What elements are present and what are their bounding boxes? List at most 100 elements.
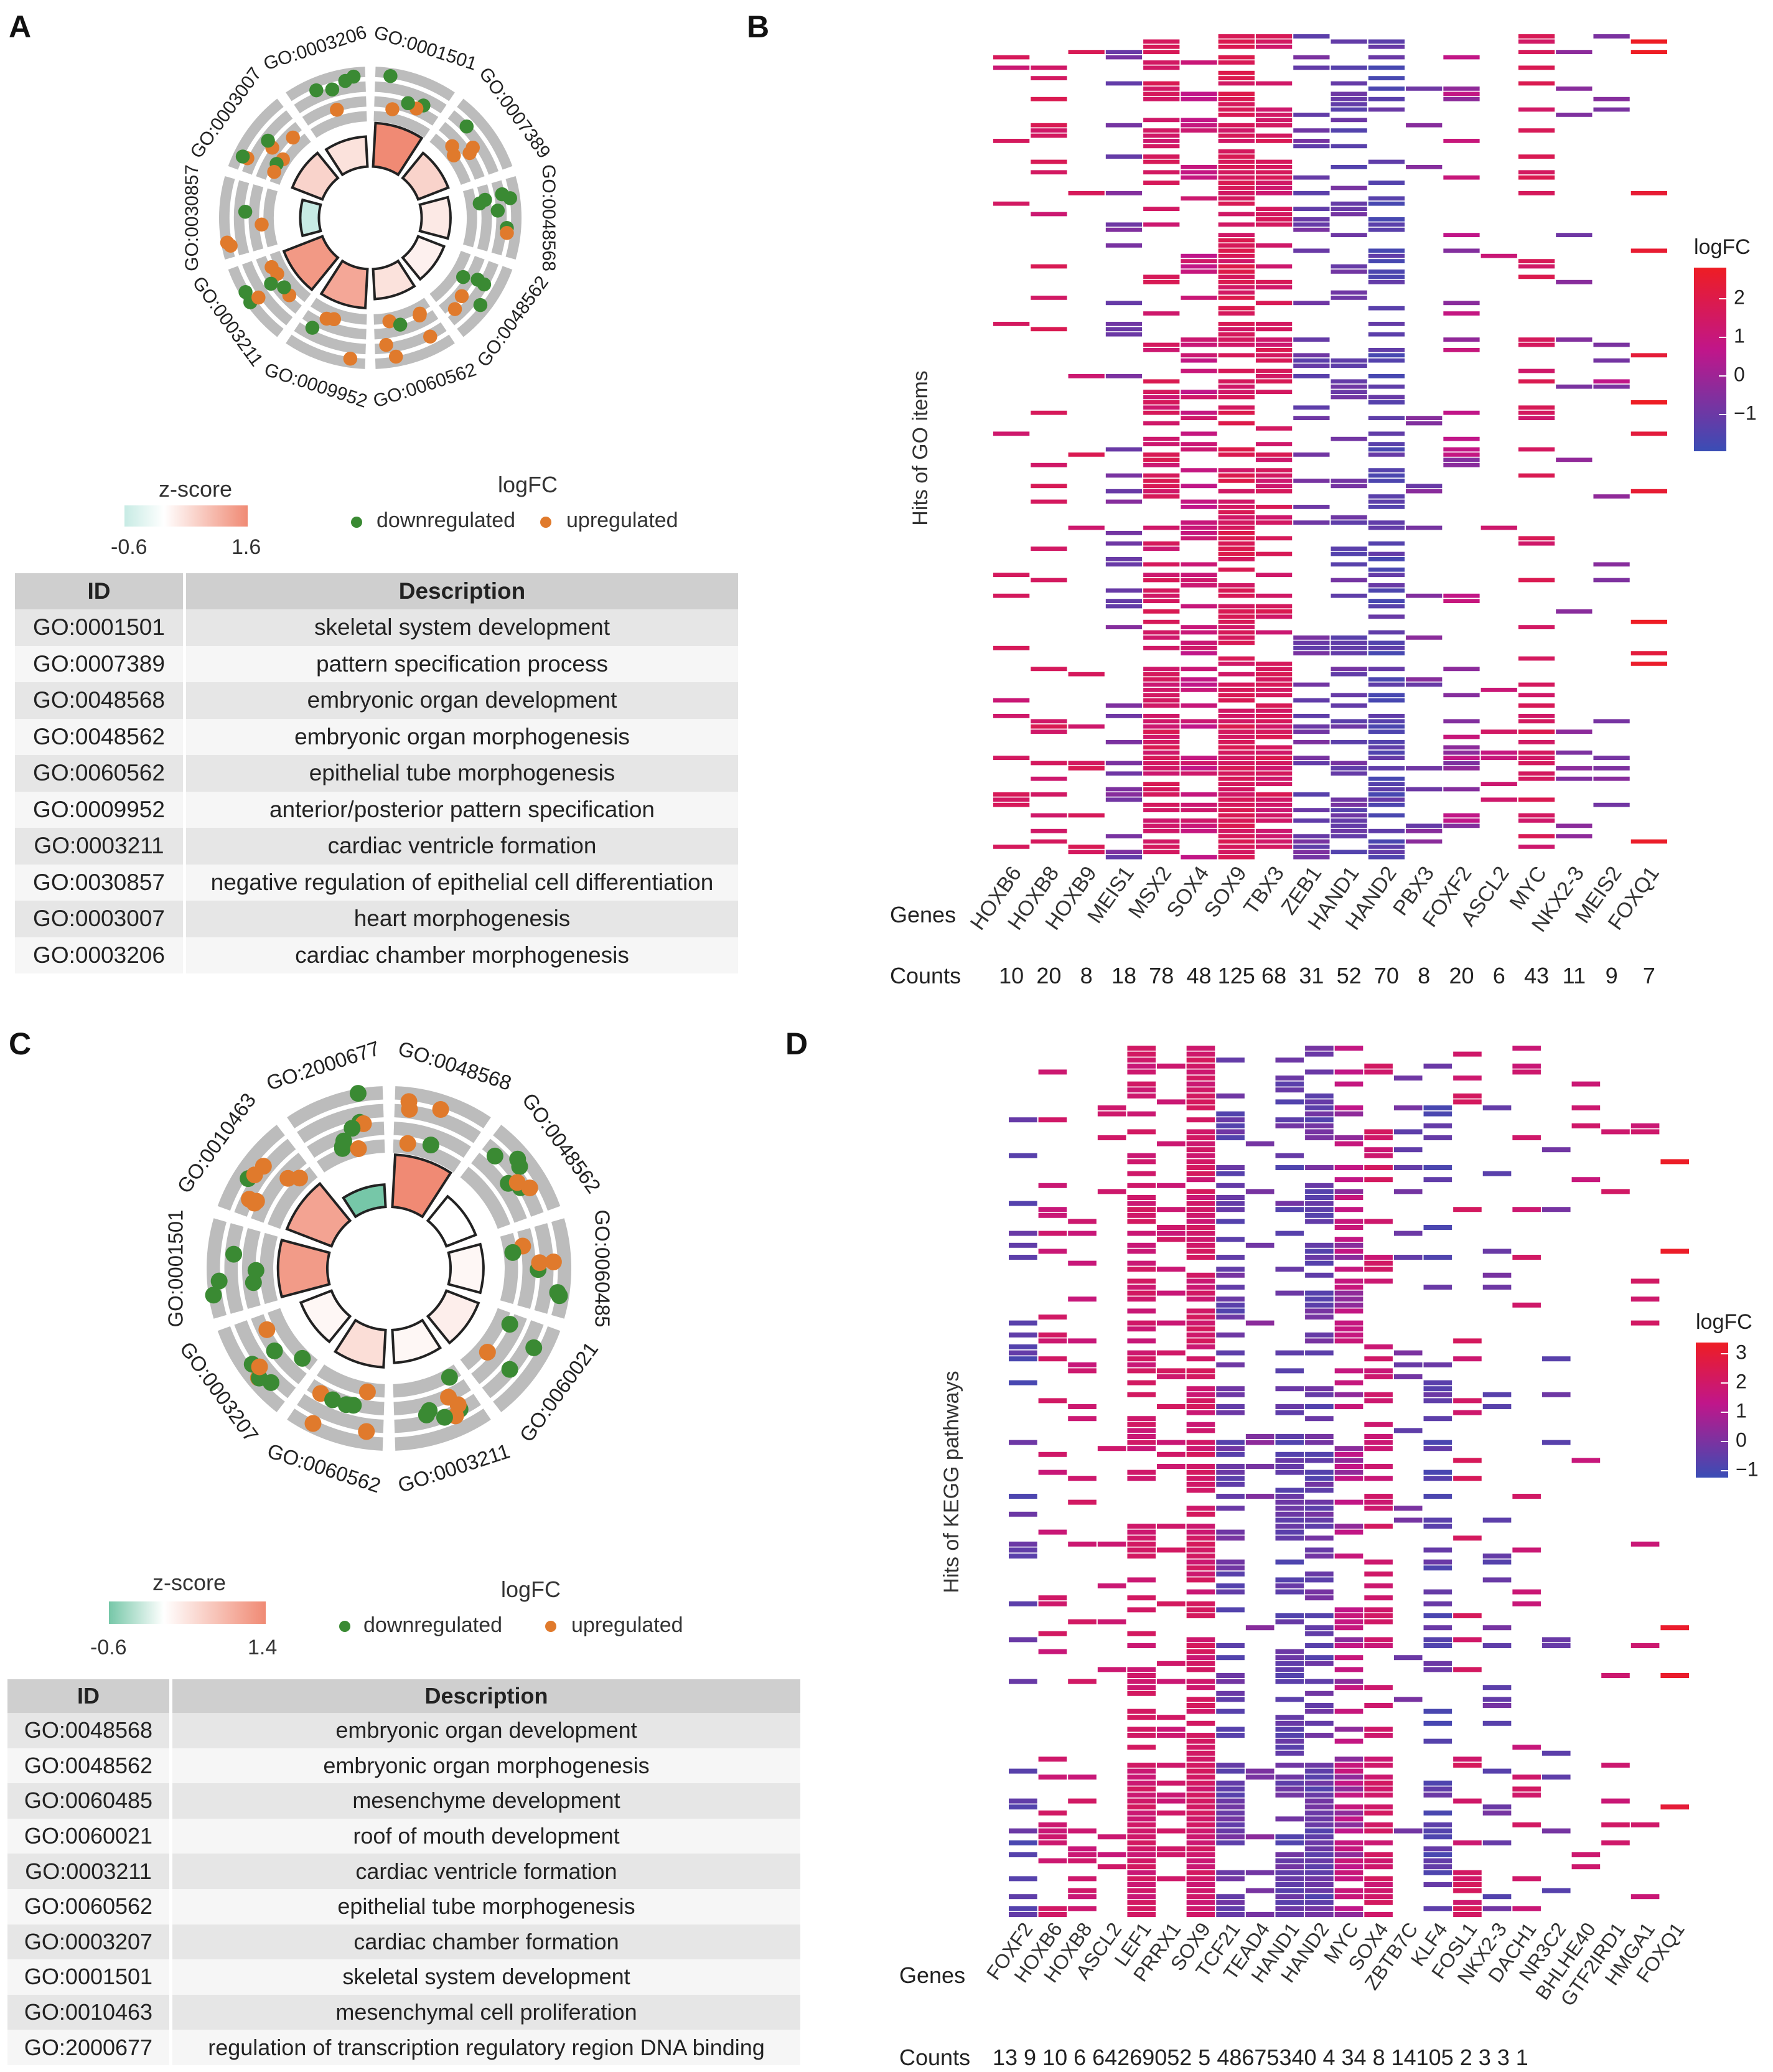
heatmap-cell (1293, 337, 1330, 342)
heatmap-cell (1127, 1810, 1156, 1816)
heatmap-cell (1255, 342, 1293, 347)
heatmap-cell (1186, 1709, 1215, 1714)
heatmap-cell (1275, 1076, 1304, 1081)
heatmap-cell (1423, 1135, 1453, 1140)
heatmap-cell (1097, 1446, 1126, 1451)
heatmap-cell (1218, 499, 1255, 504)
heatmap-cell (1305, 1458, 1334, 1463)
heatmap-cell (1518, 405, 1555, 410)
heatmap-cell (1068, 1404, 1097, 1409)
heatmap-cell (1218, 688, 1255, 692)
heatmap-cell (1218, 410, 1255, 415)
heatmap-cell (1127, 1422, 1156, 1427)
heatmap-cell (1518, 274, 1555, 279)
heatmap-cell (1275, 1404, 1304, 1409)
upregulated-gene-dot (545, 1253, 562, 1270)
heatmap-cell (1218, 222, 1255, 227)
heatmap-cell (1216, 1834, 1245, 1840)
heatmap-cell (1105, 714, 1143, 718)
table-row: GO:0030857 negative regulation of epithel… (15, 864, 738, 901)
heatmap-cell (1186, 1141, 1215, 1146)
heatmap-cell (1216, 1129, 1245, 1135)
heatmap-cell (1305, 1798, 1334, 1804)
heatmap-cell (1127, 1816, 1156, 1822)
heatmap-cell (1293, 740, 1330, 744)
heatmap-cell (1630, 191, 1667, 195)
heatmap-cell (1216, 1690, 1245, 1696)
heatmap-cell (1334, 1554, 1364, 1559)
heatmap-cell (1364, 1177, 1393, 1183)
heatmap-cell (1218, 761, 1255, 766)
heatmap-cell (1305, 1858, 1334, 1863)
heatmap-cell (1443, 750, 1480, 755)
heatmap-cell (1127, 1804, 1156, 1810)
heatmap-cell (1255, 776, 1293, 781)
heatmap-cell (1601, 1822, 1630, 1827)
heatmap-cell (1255, 536, 1293, 541)
heatmap-colorbar (1694, 268, 1726, 451)
heatmap-cell (1331, 436, 1367, 441)
heatmap-cell (1368, 645, 1405, 650)
heatmap-cell (1556, 609, 1593, 614)
heatmap-cell (1127, 1822, 1156, 1827)
heatmap-cell (1181, 447, 1217, 452)
heatmap-cell (1186, 1315, 1215, 1320)
heatmap-cell (1157, 1451, 1186, 1457)
heatmap-cell (1364, 1260, 1393, 1266)
heatmap-cell (1305, 1255, 1334, 1260)
heatmap-cell (1181, 604, 1217, 609)
go-id-cell: GO:0060485 (7, 1783, 172, 1819)
downregulated-dot-c (339, 1621, 350, 1632)
heatmap-cell (1334, 1111, 1364, 1117)
go-description-cell: heart morphogenesis (184, 901, 738, 937)
downregulated-gene-dot (478, 192, 492, 207)
heatmap-cell (1255, 264, 1293, 269)
heatmap-cell (1368, 698, 1405, 703)
downregulated-gene-dot (383, 68, 398, 83)
heatmap-cell (1181, 792, 1217, 797)
heatmap-cell (1481, 253, 1517, 258)
heatmap-cell (1518, 107, 1555, 112)
heatmap-cell (1216, 1894, 1245, 1900)
downregulated-gene-dot (393, 317, 408, 332)
heatmap-cell (1068, 452, 1105, 457)
heatmap-cell (1157, 1440, 1186, 1445)
heatmap-cell (1245, 1320, 1275, 1326)
heatmap-cell (1157, 1661, 1186, 1666)
heatmap-cell (1143, 745, 1180, 750)
go-description-cell: embryonic organ development (171, 1713, 800, 1748)
heatmap-cell (1305, 1888, 1334, 1893)
heatmap-cell (1331, 724, 1367, 729)
heatmap-cell (1331, 96, 1367, 101)
zscore-bar (426, 1289, 480, 1345)
heatmap-cell (1255, 802, 1293, 807)
heatmap-cell (1305, 1332, 1334, 1338)
heatmap-cell (1368, 374, 1405, 378)
heatmap-cell (1541, 1147, 1571, 1153)
heatmap-cell (1275, 1153, 1304, 1158)
heatmap-cell (1181, 264, 1217, 269)
count-value: 68 (1261, 963, 1286, 988)
heatmap-cell (1364, 1356, 1393, 1362)
heatmap-cell (1305, 1709, 1334, 1714)
go-term-label: GO:0030857 (182, 164, 202, 271)
heatmap-cell (1368, 358, 1405, 363)
heatmap-cell (1275, 1858, 1304, 1863)
heatmap-cell (1423, 1476, 1453, 1481)
heatmap-cell (1255, 573, 1293, 577)
heatmap-cell (1105, 154, 1143, 159)
table-row: GO:0010463 mesenchymal cell proliferation (7, 1994, 800, 2030)
heatmap-cell (1143, 761, 1180, 766)
heatmap-cell (1334, 1619, 1364, 1624)
heatmap-cell (1630, 400, 1667, 405)
heatmap-cell (1364, 1464, 1393, 1469)
heatmap-cell (1275, 1697, 1304, 1702)
heatmap-cell (1038, 1212, 1067, 1218)
heatmap-cell (1305, 1046, 1334, 1051)
heatmap-cell (1331, 81, 1367, 86)
heatmap-cell (1255, 207, 1293, 211)
heatmap-cell (1181, 368, 1217, 373)
heatmap-cell (1423, 1828, 1453, 1834)
downregulated-gene-dot (525, 1339, 543, 1356)
downregulated-gene-dot (459, 119, 474, 134)
